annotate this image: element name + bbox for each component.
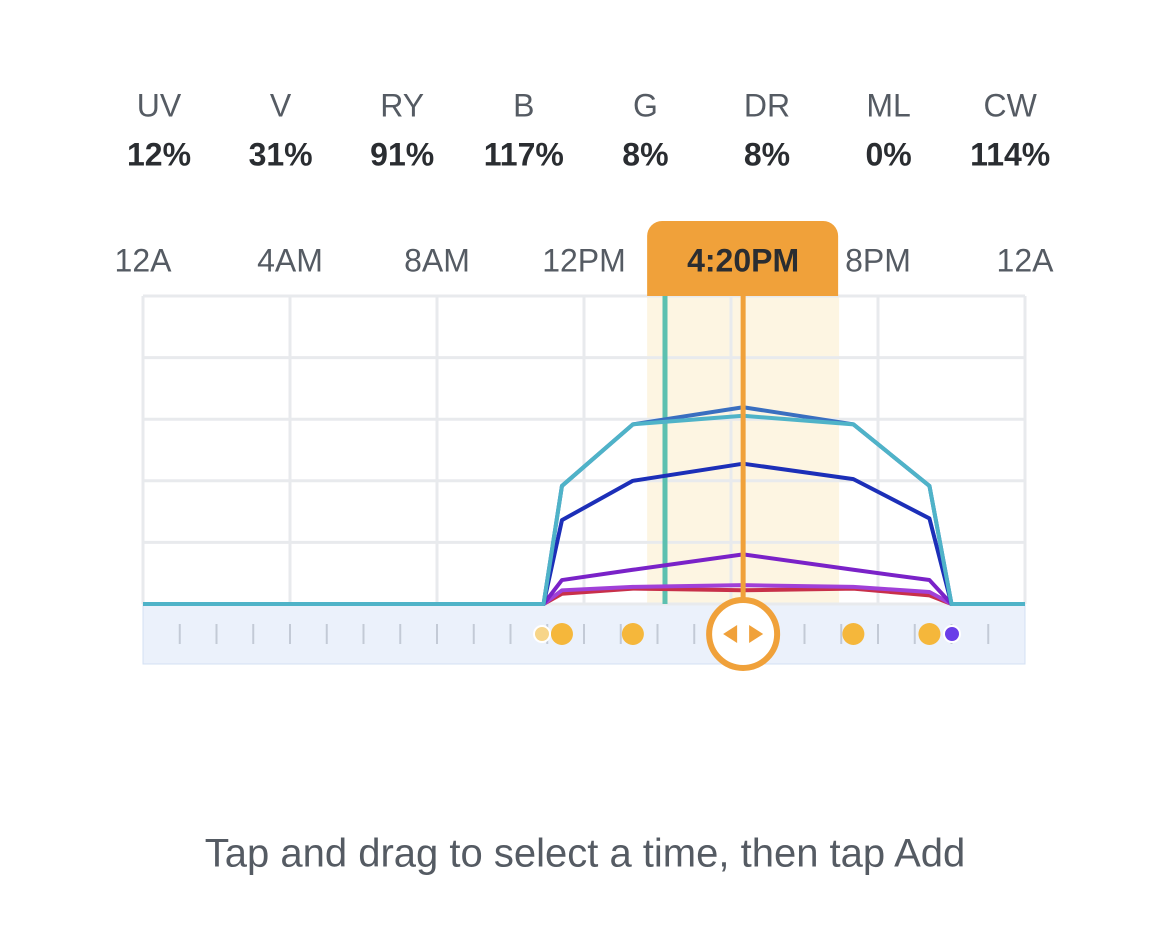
channel-label: B (513, 87, 534, 123)
event-dot (918, 623, 941, 645)
time-tab (647, 221, 839, 296)
x-tick-label: 12A (997, 242, 1055, 278)
handle-arrow-right (749, 625, 764, 643)
x-tick-label: 8PM (845, 242, 911, 278)
channel-label: ML (866, 87, 910, 123)
channel-value: 114% (970, 136, 1050, 172)
selected-time: 4:20PM (687, 242, 799, 278)
event-dot (842, 623, 865, 645)
channel-value: 117% (484, 136, 564, 172)
channel-value: 8% (744, 136, 790, 172)
x-tick-label: 12A (115, 242, 173, 278)
event-dot-small (533, 625, 551, 643)
x-tick-label: 4AM (257, 242, 323, 278)
channel-value: 0% (865, 136, 911, 172)
channel-value: 8% (622, 136, 668, 172)
channel-label: G (633, 87, 658, 123)
x-tick-label: 12PM (542, 242, 626, 278)
channel-label: UV (137, 87, 182, 123)
event-dot (621, 623, 644, 645)
handle-arrow-left (723, 625, 738, 643)
channel-label: V (270, 87, 292, 123)
instructions: Tap and drag to select a time, then tap … (205, 832, 966, 876)
playhead-handle[interactable] (706, 597, 781, 671)
x-tick-label: 8AM (404, 242, 470, 278)
event-dot (550, 623, 573, 645)
channel-label: CW (984, 87, 1038, 123)
channel-label: DR (744, 87, 790, 123)
channel-label: RY (380, 87, 424, 123)
event-dot-moon (943, 625, 961, 643)
channel-value: 31% (249, 136, 313, 172)
channel-value: 91% (370, 136, 434, 172)
channel-value: 12% (127, 136, 191, 172)
